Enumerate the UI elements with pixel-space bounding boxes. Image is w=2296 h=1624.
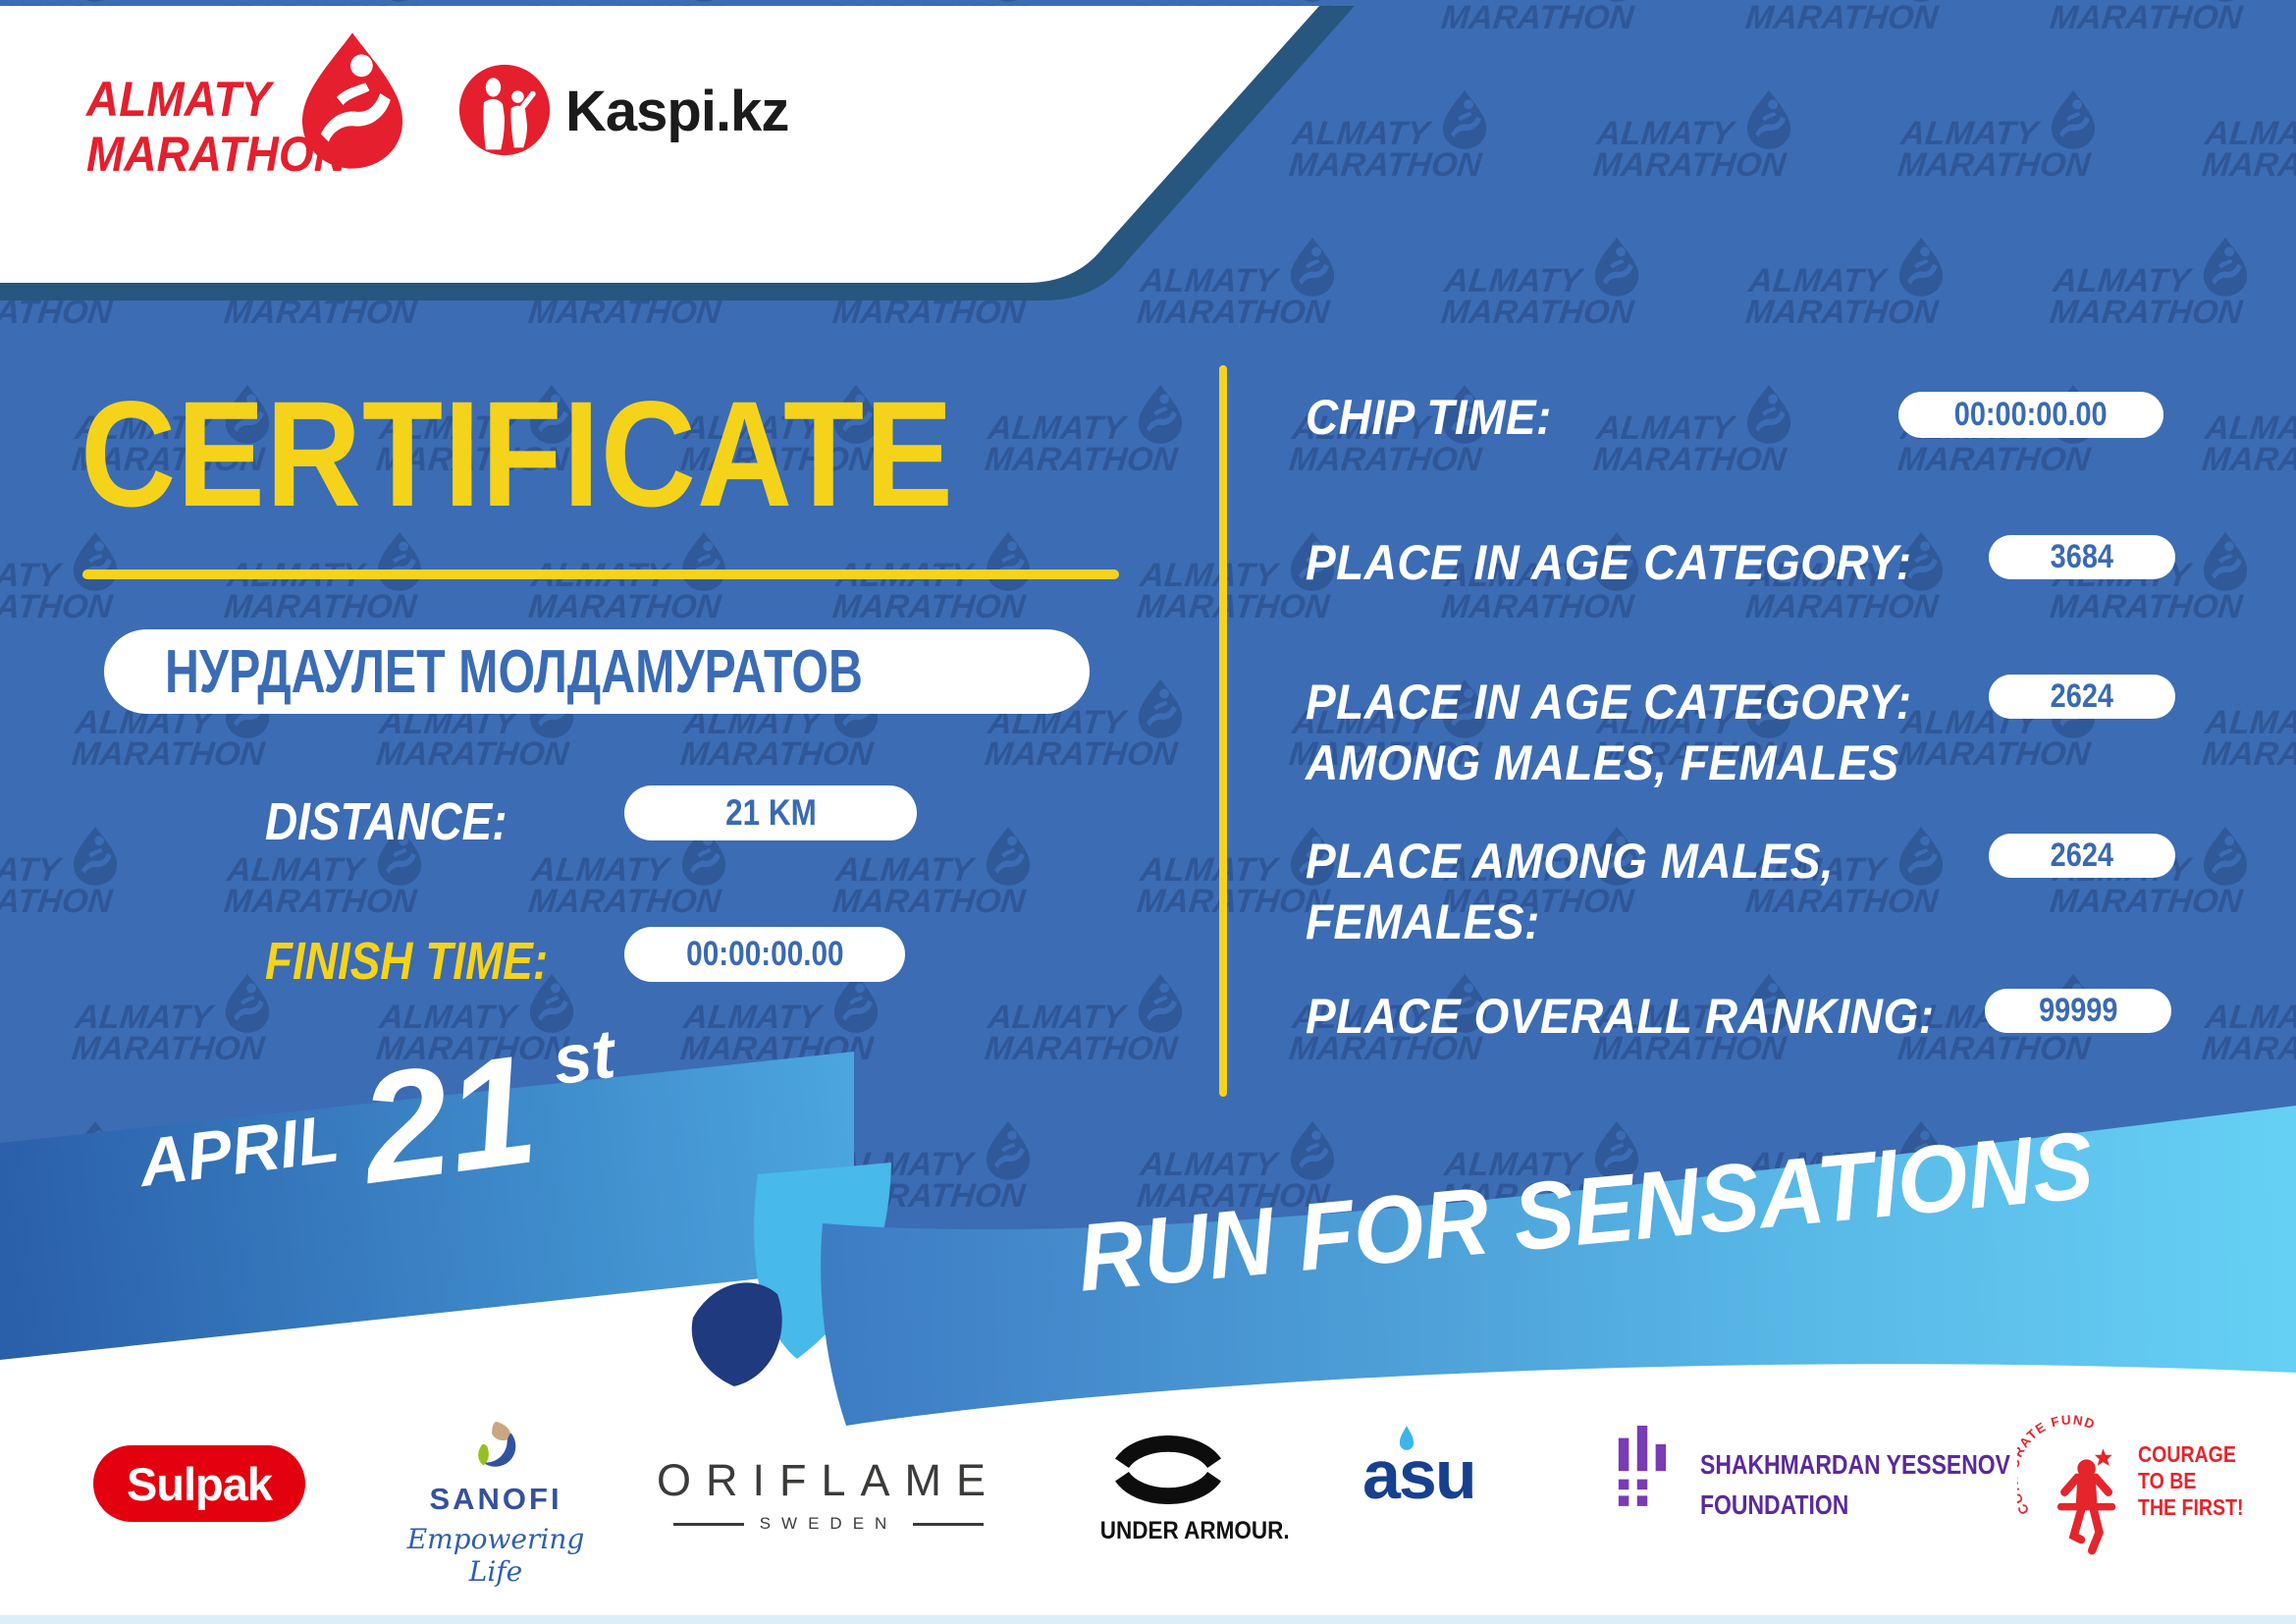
bottom-strip bbox=[0, 1615, 2296, 1624]
courage-text: COURAGE TO BE THE FIRST! bbox=[2138, 1441, 2263, 1521]
chip-time-pill: 00:00:00.00 bbox=[1898, 392, 2163, 438]
place-gender-value: 2624 bbox=[2050, 837, 2114, 874]
under-armour-wordmark: UNDER ARMOUR. bbox=[1099, 1517, 1290, 1544]
yessenov-line2: FOUNDATION bbox=[1700, 1489, 1849, 1520]
age-category-gender-pill: 2624 bbox=[1989, 675, 2175, 719]
yessenov-icon bbox=[1618, 1426, 1667, 1506]
sponsor-courage: CORPORATE FUND bbox=[2005, 1406, 2145, 1578]
yessenov-text: SHAKHMARDAN YESSENOV FOUNDATION bbox=[1700, 1445, 2078, 1525]
sanofi-bird-icon bbox=[478, 1421, 516, 1467]
sponsor-underarmour: UNDER ARMOUR. bbox=[1090, 1435, 1290, 1545]
asu-wordmark: asu bbox=[1362, 1436, 1477, 1513]
ribbon-curl bbox=[691, 1282, 782, 1386]
age-category-value: 3684 bbox=[2050, 538, 2114, 575]
place-gender-pill: 2624 bbox=[1989, 834, 2175, 878]
place-gender-label: PLACE AMONG MALES, bbox=[1306, 834, 1835, 889]
event-date-day: 21 bbox=[351, 1022, 546, 1217]
runner-name: НУРДАУЛЕТ МОЛДАМУРАТОВ bbox=[165, 637, 863, 706]
chip-time-label: CHIP TIME: bbox=[1306, 390, 1552, 445]
almaty-runner-icon bbox=[301, 32, 403, 169]
sponsor-oriflame: ORIFLAME SWEDEN bbox=[652, 1455, 1005, 1534]
finish-time-pill: 00:00:00.00 bbox=[624, 927, 905, 982]
age-category-gender-label2: AMONG MALES, FEMALES bbox=[1306, 735, 1899, 790]
runner-name-pill: НУРДАУЛЕТ МОЛДАМУРАТОВ bbox=[104, 629, 1090, 714]
almaty-logo-line1: ALMATY bbox=[86, 72, 272, 127]
kaspi-wordmark: Kaspi.kz bbox=[565, 80, 789, 143]
oriflame-line-left bbox=[672, 1522, 744, 1526]
finish-time-label: FINISH TIME: bbox=[265, 932, 549, 991]
distance-pill: 21 KM bbox=[624, 785, 917, 840]
courage-line2: TO BE bbox=[2138, 1468, 2197, 1494]
overall-ranking-value: 99999 bbox=[2038, 992, 2118, 1029]
oriflame-line-right bbox=[913, 1522, 985, 1526]
kaspi-icon bbox=[458, 64, 551, 156]
column-divider bbox=[1219, 365, 1227, 1097]
age-category-label: PLACE IN AGE CATEGORY: bbox=[1306, 535, 1912, 590]
age-category-pill: 3684 bbox=[1989, 535, 2175, 579]
age-category-gender-label: PLACE IN AGE CATEGORY: bbox=[1306, 675, 1912, 730]
courage-line1: COURAGE bbox=[2138, 1441, 2236, 1467]
asu-droplet-icon bbox=[1399, 1426, 1415, 1450]
date-ribbon bbox=[0, 1052, 854, 1360]
sulpak-wordmark: Sulpak bbox=[126, 1457, 273, 1510]
sponsor-sanofi: SANOFI Empowering Life bbox=[393, 1420, 599, 1588]
almaty-marathon-logo: ALMATY MARATHON bbox=[86, 75, 369, 179]
slogan-ribbon bbox=[821, 1106, 2296, 1426]
certificate-title: CERTIFICATE bbox=[80, 370, 954, 538]
sanofi-wordmark: SANOFI bbox=[429, 1482, 562, 1516]
chip-time-value: 00:00:00.00 bbox=[1954, 396, 2108, 433]
oriflame-sub: SWEDEN bbox=[759, 1514, 898, 1533]
oriflame-wordmark: ORIFLAME bbox=[656, 1455, 1001, 1505]
distance-value: 21 KM bbox=[724, 792, 817, 833]
sponsor-yessenov bbox=[1618, 1426, 1667, 1513]
sanofi-tagline: Empowering Life bbox=[406, 1523, 585, 1588]
sponsor-asu: asu bbox=[1362, 1426, 1477, 1514]
event-date-suffix: st bbox=[548, 1015, 619, 1100]
age-category-gender-value: 2624 bbox=[2050, 677, 2114, 715]
overall-ranking-pill: 99999 bbox=[1985, 989, 2171, 1033]
yessenov-line1: SHAKHMARDAN YESSENOV bbox=[1700, 1449, 2010, 1480]
under-armour-icon bbox=[1115, 1435, 1221, 1505]
almaty-logo-line2: MARATHON bbox=[86, 127, 347, 182]
finish-time-value: 00:00:00.00 bbox=[685, 935, 844, 973]
title-underline bbox=[82, 569, 1119, 579]
place-gender-label2: FEMALES: bbox=[1306, 894, 1540, 949]
courage-runner-icon: CORPORATE FUND bbox=[2005, 1412, 2116, 1555]
distance-label: DISTANCE: bbox=[265, 792, 507, 851]
overall-ranking-label: PLACE OVERALL RANKING: bbox=[1306, 989, 1935, 1044]
sponsor-sulpak: Sulpak bbox=[93, 1445, 305, 1522]
courage-line3: THE FIRST! bbox=[2138, 1494, 2244, 1521]
